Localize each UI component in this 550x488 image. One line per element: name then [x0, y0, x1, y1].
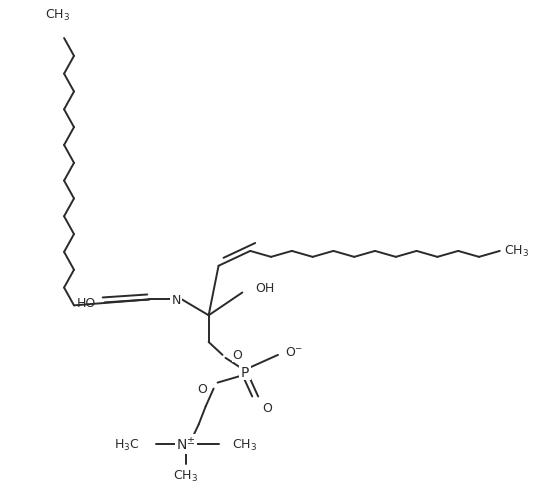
Text: O$^{-}$: O$^{-}$	[285, 346, 303, 359]
Text: CH$_3$: CH$_3$	[45, 8, 70, 23]
Text: CH$_3$: CH$_3$	[504, 244, 529, 259]
Text: P: P	[241, 365, 250, 379]
Text: N$^{\pm}$: N$^{\pm}$	[176, 435, 196, 453]
Text: N: N	[171, 293, 180, 306]
Text: O: O	[233, 348, 243, 362]
Text: O: O	[197, 382, 207, 395]
Text: O: O	[262, 402, 272, 415]
Text: H$_3$C: H$_3$C	[114, 437, 139, 451]
Text: OH: OH	[255, 282, 274, 294]
Text: CH$_3$: CH$_3$	[233, 437, 257, 451]
Text: CH$_3$: CH$_3$	[173, 468, 199, 483]
Text: HO: HO	[76, 296, 96, 309]
